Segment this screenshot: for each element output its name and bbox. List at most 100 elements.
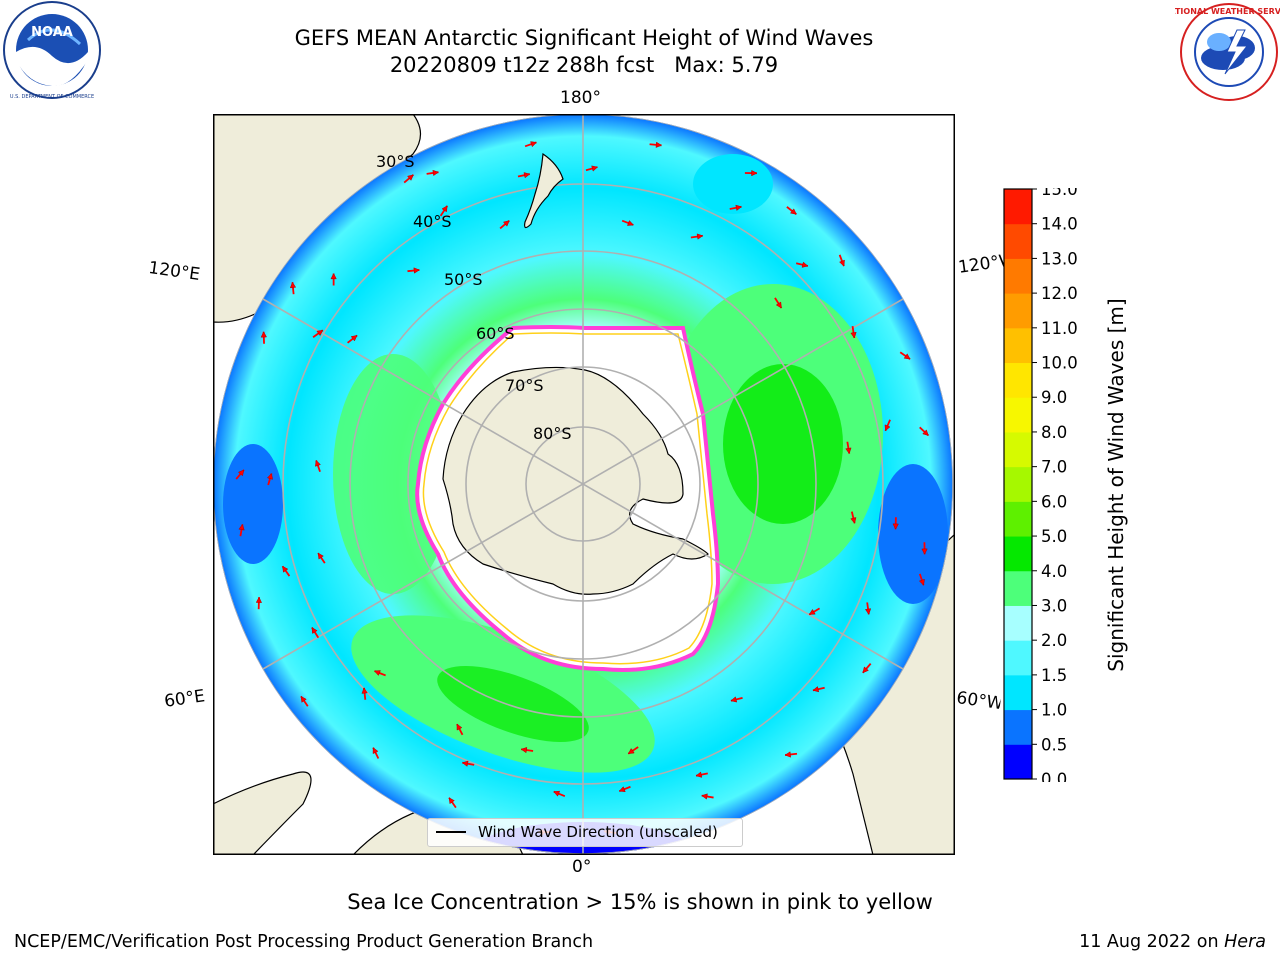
- lat-label-50s: 50°S: [444, 270, 483, 289]
- colorbar-tick-label: 1.5: [1041, 666, 1067, 685]
- wave-direction-arrow: [553, 790, 566, 797]
- wave-direction-arrow: [845, 441, 852, 455]
- calm-patch-north: [693, 154, 773, 214]
- wave-direction-arrow: [281, 565, 291, 577]
- calm-patch-east: [878, 464, 948, 604]
- lon-label-120w: 120°W: [957, 251, 1006, 278]
- map-title: GEFS MEAN Antarctic Significant Height o…: [294, 26, 874, 50]
- wave-direction-arrow: [786, 206, 797, 215]
- colorbar-tick-label: 11.0: [1041, 319, 1078, 338]
- colorbar-tick-label: 7.0: [1041, 458, 1067, 477]
- wave-direction-arrow: [238, 523, 245, 537]
- colorbar-swatch: [1004, 570, 1032, 606]
- colorbar-tick-label: 1.0: [1041, 701, 1067, 720]
- colorbar-tick-label: 2.0: [1041, 631, 1067, 650]
- wave-direction-arrow: [774, 297, 783, 309]
- wave-direction-arrow: [795, 261, 809, 268]
- colorbar-swatch: [1004, 258, 1032, 294]
- wave-direction-arrow: [524, 141, 537, 148]
- lon-label-0: 0°: [572, 857, 592, 877]
- wave-direction-arrow: [729, 204, 743, 211]
- wave-direction-arrow: [892, 517, 899, 530]
- wave-patch-indian-core: [437, 666, 589, 742]
- wave-direction-arrow: [621, 219, 634, 226]
- legend-line-swatch: [436, 831, 466, 833]
- lat-label-80s: 80°S: [533, 424, 572, 443]
- credit-text: NCEP/EMC/Verification Post Processing Pr…: [14, 932, 594, 952]
- wave-direction-arrow: [517, 172, 531, 179]
- wave-direction-arrow: [317, 552, 326, 564]
- wave-direction-arrow: [448, 797, 457, 809]
- colorbar-tick-label: 9.0: [1041, 388, 1067, 407]
- noaa-logo-text: NOAA: [31, 25, 73, 40]
- lon-label-180: 180°: [560, 88, 601, 108]
- colorbar-tick-label: 3.0: [1041, 596, 1067, 615]
- colorbar-tick-label: 12.0: [1041, 284, 1078, 303]
- svg-text:U.S. DEPARTMENT OF COMMERCE: U.S. DEPARTMENT OF COMMERCE: [10, 94, 94, 100]
- colorbar-tick-label: 15.0: [1041, 188, 1078, 199]
- date-stamp: 11 Aug 2022 on Hera: [1079, 932, 1266, 952]
- svg-text:NATIONAL WEATHER SERVICE: NATIONAL WEATHER SERVICE: [1175, 7, 1280, 16]
- land-new-zealand: [524, 152, 564, 229]
- colorbar-label: Significant Height of Wind Waves [m]: [1104, 298, 1128, 672]
- wave-direction-arrow: [884, 419, 891, 432]
- wave-direction-arrow: [314, 459, 321, 473]
- colorbar-swatch: [1004, 709, 1032, 745]
- land-antarctica: [442, 366, 709, 595]
- wave-direction-arrow: [311, 627, 320, 639]
- colorbar-tick-label: 0.0: [1041, 770, 1067, 782]
- colorbar-tick-label: 0.5: [1041, 735, 1067, 754]
- map-subtitle: 20220809 t12z 288h fcst Max: 5.79: [389, 53, 779, 77]
- wave-direction-arrow: [899, 351, 911, 360]
- wave-direction-arrow: [266, 472, 273, 486]
- wave-direction-arrow: [812, 686, 825, 693]
- colorbar-tick-label: 13.0: [1041, 249, 1078, 268]
- wave-direction-arrow: [372, 747, 380, 759]
- wave-direction-arrow: [784, 751, 798, 758]
- map-frame: [213, 114, 955, 855]
- colorbar-swatch: [1004, 327, 1032, 364]
- wave-direction-arrow: [921, 542, 928, 555]
- wave-direction-arrow: [403, 174, 414, 184]
- machine-name: Hera: [1224, 932, 1266, 952]
- graticule: [213, 114, 953, 854]
- wave-direction-arrow: [289, 281, 297, 295]
- lon-label-60e: 60°E: [163, 686, 207, 712]
- wave-direction-arrow: [439, 205, 448, 217]
- colorbar-tick-label: 6.0: [1041, 492, 1067, 511]
- noaa-logo: NOAA U.S. DEPARTMENT OF COMMERCE: [3, 1, 101, 100]
- wave-direction-arrow: [918, 573, 925, 586]
- lon-label-60w: 60°W: [955, 688, 1002, 714]
- wave-direction-arrow: [407, 267, 420, 274]
- polar-map: [213, 114, 955, 855]
- wave-direction-arrow: [838, 254, 845, 267]
- wave-direction-arrow: [808, 607, 821, 616]
- colorbar-swatch: [1004, 466, 1032, 502]
- colorbar-tick-label: 10.0: [1041, 354, 1078, 373]
- wave-direction-arrow: [690, 233, 704, 240]
- colorbar-swatch: [1004, 431, 1032, 468]
- wave-direction-arrow: [499, 219, 510, 230]
- colorbar: 0.0 0.5 1.0 1.5 2.0 3.0 4.0 5.0 6.0 7.0 8.0 9.0 10.0…: [1003, 188, 1078, 782]
- lat-label-30s: 30°S: [376, 152, 415, 171]
- colorbar-swatch: [1004, 536, 1032, 572]
- wave-direction-arrow: [862, 663, 872, 674]
- colorbar-tick-label: 8.0: [1041, 423, 1067, 442]
- wave-direction-arrow: [347, 334, 358, 344]
- colorbar-swatch: [1004, 223, 1032, 259]
- date-text: 11 Aug 2022 on: [1079, 932, 1219, 952]
- lat-label-40s: 40°S: [413, 212, 452, 231]
- colorbar-swatch: [1004, 501, 1032, 537]
- wave-direction-arrow: [919, 426, 930, 437]
- wave-direction-arrow: [864, 602, 872, 615]
- wave-direction-arrow: [361, 687, 368, 700]
- wave-direction-arrow: [255, 596, 263, 610]
- wave-direction-arrow: [312, 329, 324, 339]
- colorbar-swatch: [1004, 674, 1032, 711]
- lat-label-60s: 60°S: [476, 324, 515, 343]
- wave-direction-arrow: [520, 746, 534, 754]
- colorbar-tick-label: 4.0: [1041, 562, 1067, 581]
- wave-patch-pacific-core: [723, 364, 843, 524]
- wave-direction-arrow: [456, 723, 464, 736]
- colorbar-swatch: [1004, 189, 1032, 225]
